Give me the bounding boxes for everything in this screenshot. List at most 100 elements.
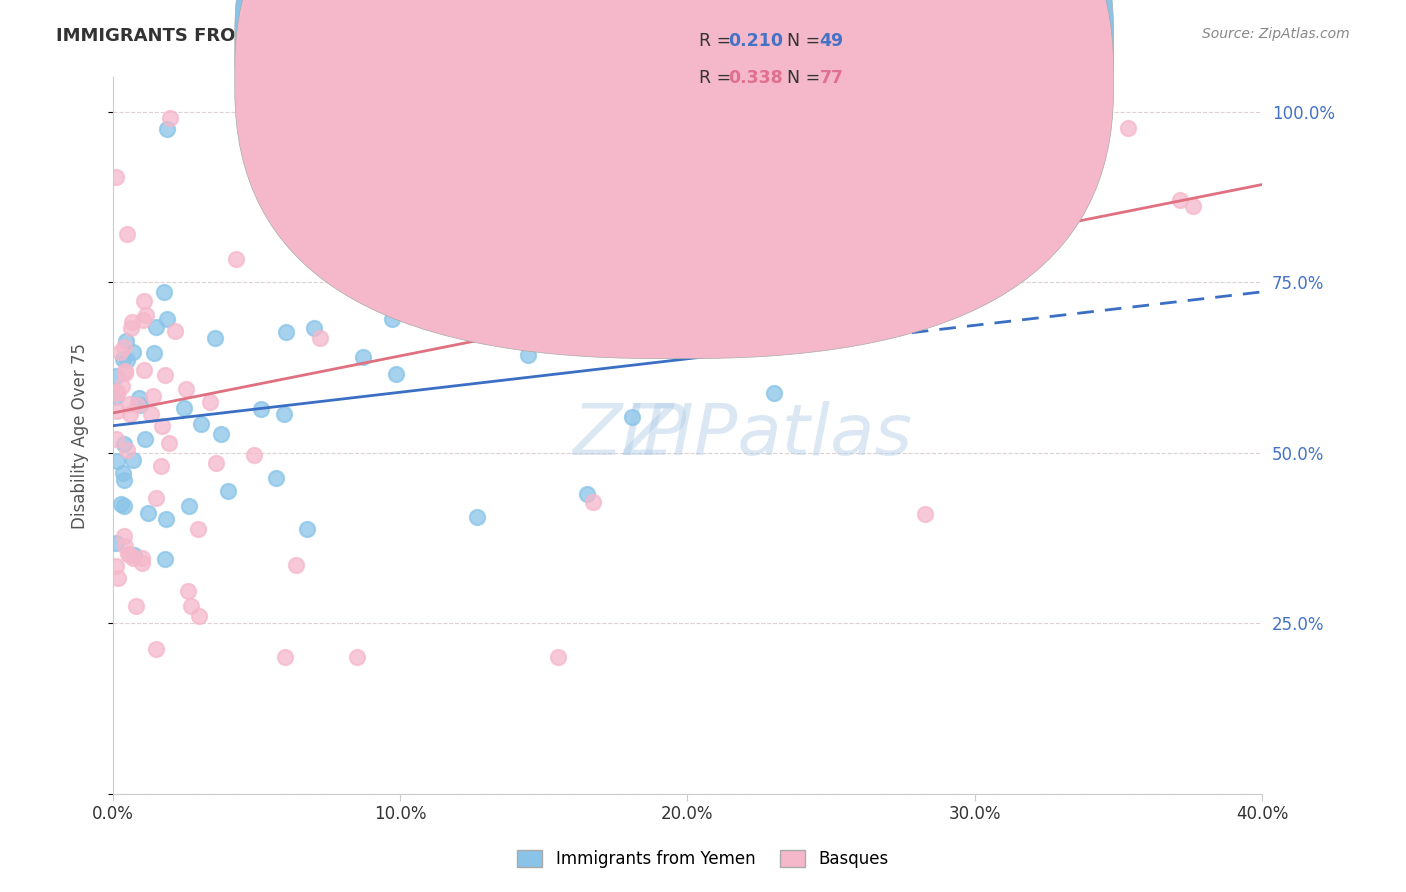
- Point: [118, 396, 141, 410]
- Point: [465, 510, 488, 524]
- Text: IMMIGRANTS FROM YEMEN VS BASQUE DISABILITY AGE OVER 75 CORRELATION CHART: IMMIGRANTS FROM YEMEN VS BASQUE DISABILI…: [56, 27, 931, 45]
- Point: [274, 650, 297, 665]
- Point: [143, 346, 166, 360]
- Point: [107, 384, 129, 399]
- Point: [302, 321, 325, 335]
- Point: [547, 650, 569, 665]
- Point: [209, 426, 232, 441]
- Point: [153, 368, 176, 383]
- Point: [245, 112, 267, 126]
- Text: Source: ZipAtlas.com: Source: ZipAtlas.com: [1202, 27, 1350, 41]
- Point: [243, 448, 266, 462]
- Text: R =: R =: [699, 32, 737, 50]
- Point: [122, 549, 145, 563]
- Point: [352, 350, 374, 364]
- Point: [142, 389, 165, 403]
- Point: [381, 311, 404, 326]
- Legend: Immigrants from Yemen, Basques: Immigrants from Yemen, Basques: [510, 843, 896, 875]
- Point: [121, 345, 143, 359]
- Point: [156, 311, 179, 326]
- Point: [406, 310, 429, 324]
- Point: [105, 536, 128, 550]
- Point: [699, 265, 721, 279]
- Point: [157, 436, 180, 450]
- Point: [104, 432, 127, 446]
- Point: [531, 297, 554, 311]
- Point: [190, 417, 212, 431]
- Point: [155, 121, 177, 136]
- Point: [132, 313, 155, 327]
- Point: [200, 395, 222, 409]
- Point: [177, 500, 200, 514]
- Point: [117, 443, 139, 458]
- Point: [141, 407, 163, 421]
- Point: [225, 252, 247, 267]
- Point: [117, 547, 139, 561]
- Point: [155, 551, 177, 566]
- Point: [114, 473, 136, 487]
- Text: 0.338: 0.338: [728, 70, 783, 87]
- Point: [346, 650, 368, 665]
- Point: [284, 558, 307, 573]
- Point: [105, 454, 128, 468]
- Point: [104, 390, 127, 404]
- Point: [163, 324, 186, 338]
- Text: 49: 49: [820, 32, 844, 50]
- Point: [581, 494, 603, 508]
- Point: [131, 551, 153, 566]
- Point: [385, 367, 408, 381]
- Point: [111, 378, 134, 392]
- Point: [131, 556, 153, 570]
- Point: [309, 330, 332, 344]
- Point: [718, 291, 741, 305]
- Point: [112, 340, 135, 354]
- Point: [105, 403, 128, 417]
- Point: [187, 523, 209, 537]
- Point: [256, 144, 278, 158]
- Point: [264, 471, 287, 485]
- Point: [177, 584, 200, 599]
- Point: [104, 558, 127, 573]
- Point: [121, 453, 143, 467]
- Point: [108, 345, 131, 359]
- Point: [115, 227, 138, 241]
- Point: [104, 385, 127, 400]
- Point: [134, 432, 156, 446]
- Point: [114, 539, 136, 553]
- Point: [121, 315, 143, 329]
- Point: [295, 522, 318, 536]
- Point: [575, 486, 598, 500]
- Point: [204, 456, 226, 470]
- Point: [112, 529, 135, 543]
- Point: [606, 265, 628, 279]
- Point: [180, 599, 202, 613]
- Point: [880, 225, 903, 239]
- Point: [1181, 199, 1204, 213]
- Point: [132, 363, 155, 377]
- Point: [118, 408, 141, 422]
- Point: [153, 285, 176, 299]
- Point: [332, 112, 354, 126]
- Point: [274, 325, 297, 339]
- Point: [128, 398, 150, 412]
- Point: [149, 458, 172, 473]
- Point: [863, 167, 886, 181]
- Point: [107, 571, 129, 585]
- Point: [404, 112, 426, 126]
- Point: [125, 599, 148, 614]
- Point: [145, 641, 167, 656]
- Point: [118, 548, 141, 562]
- Point: [273, 407, 295, 421]
- Point: [389, 112, 412, 126]
- Point: [188, 609, 211, 624]
- Text: N =: N =: [787, 32, 827, 50]
- Point: [346, 112, 368, 126]
- Point: [516, 348, 538, 362]
- Point: [762, 385, 785, 400]
- Point: [155, 512, 177, 526]
- Text: N =: N =: [787, 70, 827, 87]
- Point: [145, 320, 167, 334]
- Point: [111, 351, 134, 366]
- Point: [249, 402, 271, 417]
- Point: [110, 497, 132, 511]
